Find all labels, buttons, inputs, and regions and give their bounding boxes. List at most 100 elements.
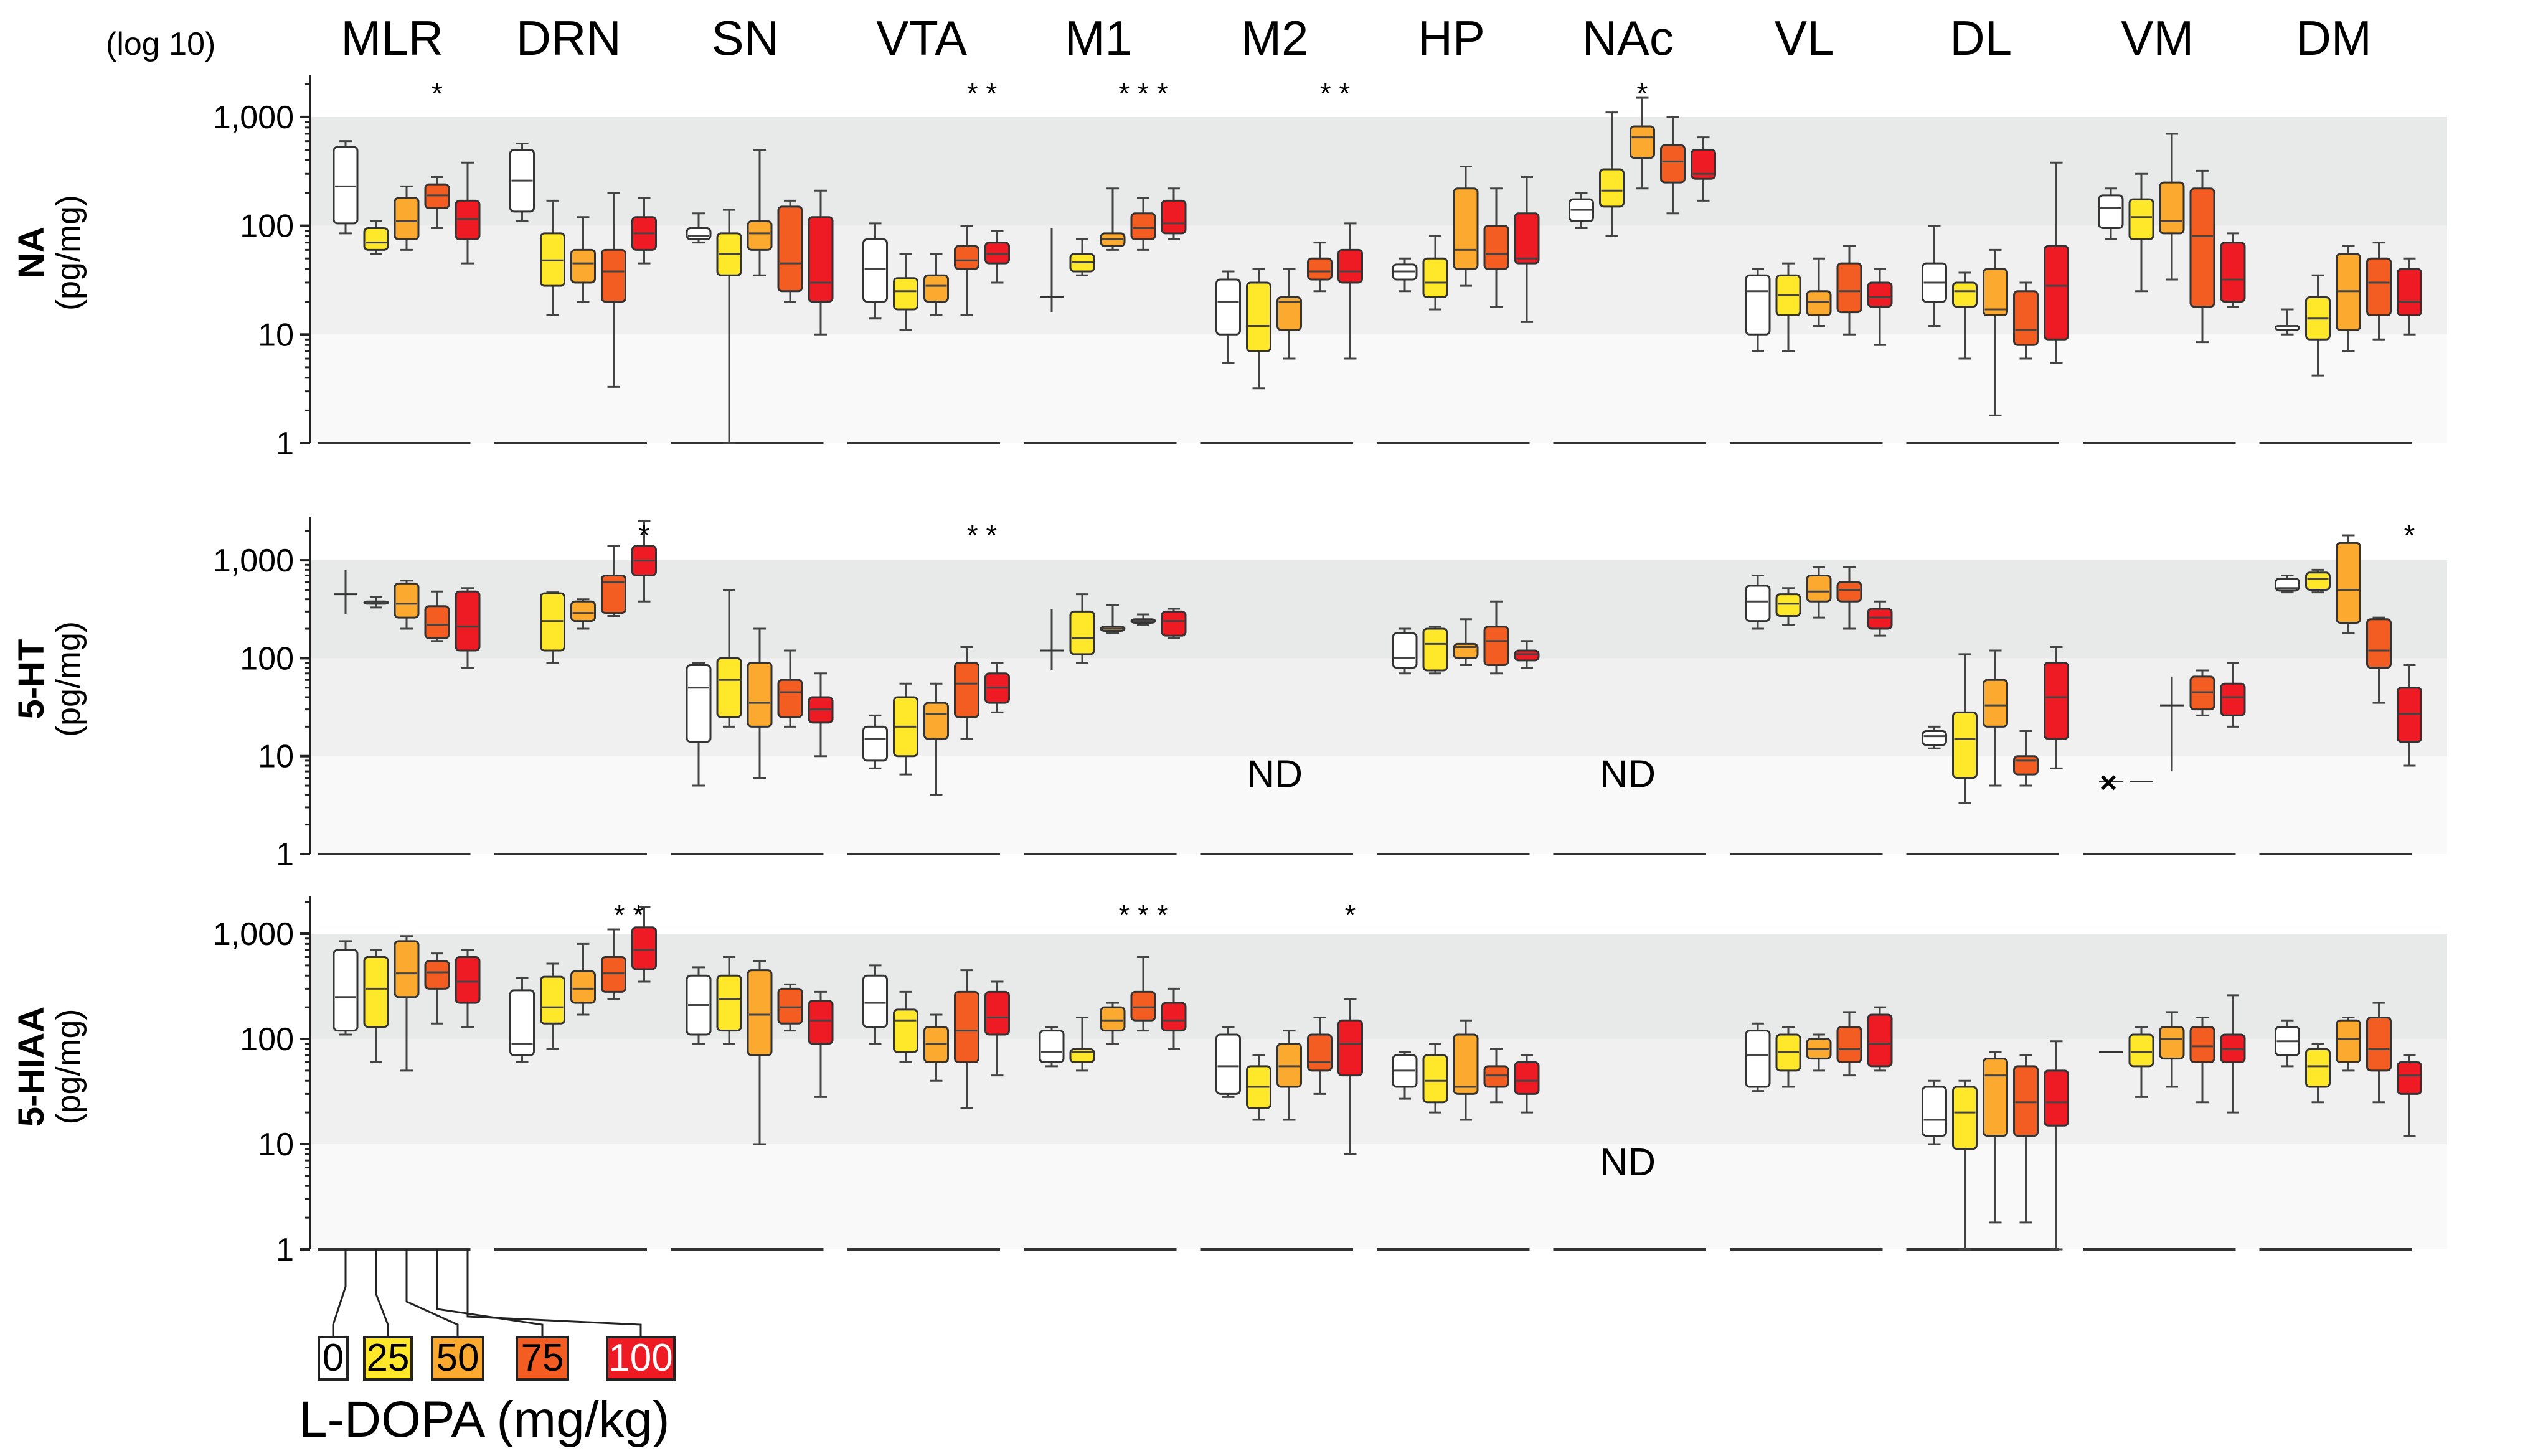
y-tick-label: 1: [276, 837, 294, 873]
box-na-vm-dose-100: [2220, 232, 2246, 308]
significance-star-mlr: *: [432, 77, 443, 110]
box-iqr: [1952, 1086, 1978, 1150]
box-iqr: [1130, 212, 1156, 240]
box-iqr: [777, 987, 803, 1025]
y-tick-label: 1: [276, 426, 294, 462]
legend-swatch: [318, 1336, 349, 1381]
box-5-ht-hp-dose-25: [1422, 626, 1448, 675]
box-iqr: [2305, 1048, 2331, 1088]
box-5-ht-drn-dose-75: [601, 545, 626, 618]
box-5-hiaa-dl-dose-50: [1983, 1051, 2008, 1224]
box-5-hiaa-vta-dose-0: [862, 964, 888, 1045]
box-iqr: [601, 574, 626, 614]
significance-star-nac: *: [1637, 77, 1648, 110]
legend-connectors: [332, 1249, 642, 1337]
background-bands: [310, 116, 2447, 1249]
box-5-ht-vl-dose-0: [1745, 574, 1771, 630]
band-100-10: [310, 1039, 2447, 1144]
y-tick-label: 100: [240, 1022, 294, 1058]
panel-name-5-ht: 5-HT: [11, 639, 52, 720]
region-header-vta: VTA: [876, 11, 967, 65]
box-na-vta-dose-100: [984, 230, 1010, 284]
y-tick-label: 10: [258, 317, 294, 353]
box-5-hiaa-m2-dose-75: [1307, 1017, 1333, 1095]
box-iqr: [455, 956, 481, 1004]
box-iqr: [2128, 198, 2154, 240]
y-tick-label: 1,000: [213, 916, 294, 952]
box-na-dm-dose-100: [2397, 257, 2422, 336]
box-5-hiaa-mlr-dose-75: [424, 952, 450, 1025]
box-iqr: [1422, 627, 1448, 672]
band-10-1: [310, 756, 2447, 854]
box-5-ht-vta-dose-0: [862, 714, 888, 769]
significance-star-m1: * * *: [1118, 899, 1168, 931]
legend-swatch: [606, 1336, 676, 1381]
box-5-ht-m1-dose-100: [1161, 608, 1187, 639]
box-iqr: [1130, 990, 1156, 1022]
box-5-hiaa-sn-dose-0: [686, 966, 712, 1045]
box-5-ht-dl-dose-0: [1922, 725, 1947, 749]
box-iqr: [2220, 682, 2246, 716]
y-axes: 1,000100101NA(pg/mg)1,0001001015-HT(pg/m…: [11, 75, 311, 1268]
panel-name-5-hiaa: 5-HIAA: [11, 1007, 52, 1127]
box-5-ht-dl-dose-50: [1983, 649, 2008, 787]
box-plots: [333, 96, 2422, 1251]
box-5-ht-m1-dose-75: [1130, 613, 1156, 626]
box-5-hiaa-hp-dose-75: [1483, 1048, 1509, 1104]
box-iqr: [808, 1000, 834, 1045]
box-iqr: [686, 664, 712, 743]
box-5-ht-drn-dose-50: [570, 598, 596, 630]
box-5-hiaa-sn-dose-100: [808, 990, 834, 1098]
y-tick-label: 1,000: [213, 543, 294, 579]
box-na-mlr-dose-25: [363, 220, 389, 255]
box-iqr: [747, 969, 773, 1056]
region-header-nac: NAc: [1582, 11, 1674, 65]
region-header-hp: HP: [1418, 11, 1485, 65]
box-5-ht-sn-dose-25: [716, 588, 742, 728]
box-5-hiaa-mlr-dose-25: [363, 949, 389, 1063]
legend-label: 0: [323, 1336, 344, 1379]
y-tick-label: 1,000: [213, 100, 294, 136]
box-na-m2-dose-75: [1307, 242, 1333, 293]
legend-items: 0 25 50 75 100: [318, 1336, 676, 1381]
box-5-hiaa-dm-dose-75: [2366, 1002, 2392, 1104]
box-iqr: [2189, 187, 2215, 308]
box-iqr: [984, 990, 1010, 1036]
box-5-hiaa-m2-dose-25: [1246, 1054, 1271, 1121]
box-5-ht-drn-dose-100: [631, 520, 657, 603]
log-scale-label: (log 10): [106, 26, 215, 62]
box-iqr: [1952, 711, 1978, 779]
box-na-mlr-dose-100: [455, 161, 481, 265]
box-iqr: [747, 662, 773, 728]
box-na-m1-dose-0: [1040, 228, 1064, 312]
box-na-vl-dose-50: [1806, 257, 1832, 327]
box-iqr: [2013, 290, 2039, 346]
box-na-m1-dose-25: [1069, 238, 1095, 276]
box-iqr: [1867, 281, 1893, 308]
box-5-ht-sn-dose-75: [777, 649, 803, 728]
box-iqr: [1745, 1030, 1771, 1088]
legend-swatch: [516, 1336, 569, 1381]
legend-item-dose-25: 25: [363, 1336, 413, 1381]
box-iqr: [2044, 245, 2069, 341]
box-na-nac-dose-75: [1660, 116, 1686, 215]
not-detected-nac: ND: [1600, 1141, 1656, 1184]
box-na-nac-dose-25: [1599, 111, 1625, 238]
region-header-sn: SN: [712, 11, 779, 65]
box-5-hiaa-m1-dose-50: [1100, 1002, 1126, 1045]
box-iqr: [686, 227, 712, 240]
box-iqr: [923, 702, 949, 740]
box-5-ht-sn-dose-50: [747, 627, 773, 779]
box-iqr: [2044, 662, 2069, 740]
box-iqr: [1422, 1054, 1448, 1104]
box-5-ht-vta-dose-25: [893, 682, 918, 776]
box-iqr: [2366, 257, 2392, 317]
box-na-sn-dose-50: [747, 148, 773, 276]
box-5-hiaa-sn-dose-50: [747, 960, 773, 1145]
box-iqr: [363, 227, 389, 251]
box-5-hiaa-vta-dose-100: [984, 980, 1010, 1077]
legend-title: L-DOPA (mg/kg): [299, 1391, 669, 1448]
box-5-ht-mlr-dose-75: [424, 590, 450, 642]
box-5-ht-dm-dose-100: [2397, 664, 2422, 767]
box-na-mlr-dose-75: [424, 176, 450, 229]
